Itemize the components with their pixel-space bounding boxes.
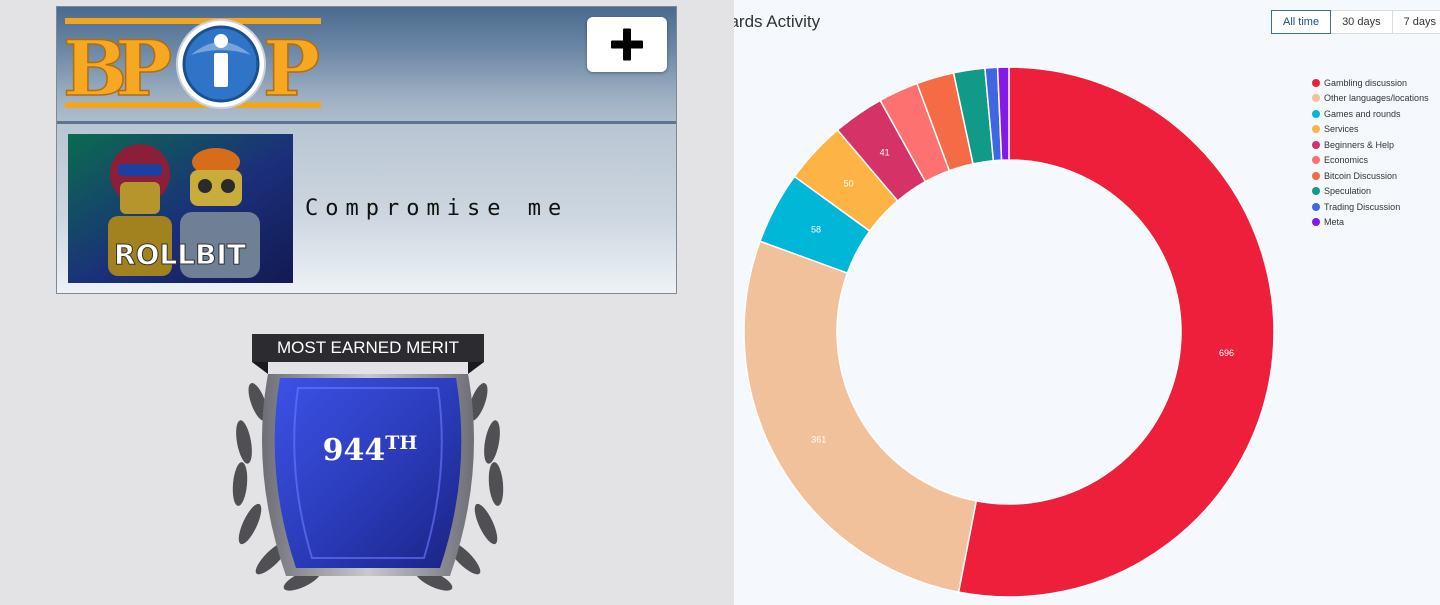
legend-dot-icon — [1312, 140, 1320, 149]
legend-item[interactable]: Services — [1312, 122, 1429, 138]
legend-dot-icon — [1312, 78, 1320, 87]
legend-dot-icon — [1312, 156, 1320, 165]
legend-item[interactable]: Beginners & Help — [1312, 137, 1429, 153]
legend-label: Games and rounds — [1324, 108, 1401, 119]
add-button[interactable] — [587, 17, 667, 72]
legend-label: Beginners & Help — [1324, 139, 1395, 150]
merit-rank: 944TH — [290, 432, 450, 468]
legend-item[interactable]: Gambling discussion — [1312, 75, 1429, 91]
legend-item[interactable]: Games and rounds — [1312, 106, 1429, 122]
legend-item[interactable]: Other languages/locations — [1312, 91, 1429, 107]
svg-text:P: P — [115, 24, 172, 111]
legend-label: Trading Discussion — [1324, 201, 1401, 212]
merit-rank-suffix: TH — [385, 432, 418, 454]
legend-label: Other languages/locations — [1324, 93, 1429, 104]
legend-item[interactable]: Bitcoin Discussion — [1312, 168, 1429, 184]
ad-caption[interactable]: Compromise me — [305, 196, 569, 221]
legend-dot-icon — [1312, 109, 1320, 118]
legend-item[interactable]: Meta — [1312, 215, 1429, 231]
chart-title: oards Activity — [734, 12, 821, 31]
slice-value-label: 361 — [811, 435, 826, 445]
ad-banner-text: ROLLBIT — [114, 238, 246, 271]
legend-label: Bitcoin Discussion — [1324, 170, 1398, 181]
legend-label: Gambling discussion — [1324, 77, 1408, 88]
svg-text:B: B — [63, 24, 127, 111]
rollbit-ad-banner[interactable]: ROLLBIT — [68, 134, 293, 283]
merit-label: MOST EARNED MERIT — [277, 338, 459, 357]
ad-section: ROLLBIT Compromise me — [57, 124, 676, 293]
slice-value-label: 50 — [844, 179, 854, 189]
bpip-card: B P P — [56, 6, 677, 294]
legend-dot-icon — [1312, 94, 1320, 103]
merit-badge — [232, 334, 504, 591]
legend-label: Speculation — [1324, 186, 1372, 197]
legend-dot-icon — [1312, 171, 1320, 180]
merit-rank-number: 944 — [322, 433, 386, 468]
legend-dot-icon — [1312, 202, 1320, 211]
range-tab-30-days[interactable]: 30 days — [1330, 10, 1393, 34]
slice-value-label: 696 — [1219, 348, 1234, 358]
slice-value-label: 41 — [880, 147, 890, 157]
slice-other-languages-locations[interactable] — [743, 240, 978, 594]
legend-dot-icon — [1312, 125, 1320, 134]
bpip-header: B P P — [57, 7, 676, 124]
legend-item[interactable]: Speculation — [1312, 184, 1429, 200]
slice-value-label: 58 — [811, 224, 821, 234]
slice-gambling-discussion[interactable] — [957, 66, 1275, 598]
range-tabs: All time 30 days 7 days — [1271, 10, 1440, 34]
legend-dot-icon — [1312, 187, 1320, 196]
laurel-right-icon — [415, 383, 504, 591]
legend-label: Economics — [1324, 155, 1369, 166]
legend-item[interactable]: Economics — [1312, 153, 1429, 169]
range-tab-7-days[interactable]: 7 days — [1391, 10, 1440, 34]
legend-label: Services — [1324, 124, 1359, 135]
legend-dot-icon — [1312, 218, 1320, 227]
plus-icon — [611, 28, 643, 61]
bpip-logo: B P P — [63, 18, 321, 111]
legend-label: Meta — [1324, 217, 1345, 228]
svg-text:P: P — [263, 24, 320, 111]
donut-chart: 696 361 58 50 41 — [743, 66, 1275, 598]
range-tab-all-time[interactable]: All time — [1271, 10, 1332, 34]
legend-item[interactable]: Trading Discussion — [1312, 199, 1429, 215]
profile-panel: B P P — [56, 6, 677, 591]
slice-meta[interactable] — [996, 66, 1010, 161]
chart-legend: Gambling discussion Other languages/locat… — [1312, 75, 1429, 230]
